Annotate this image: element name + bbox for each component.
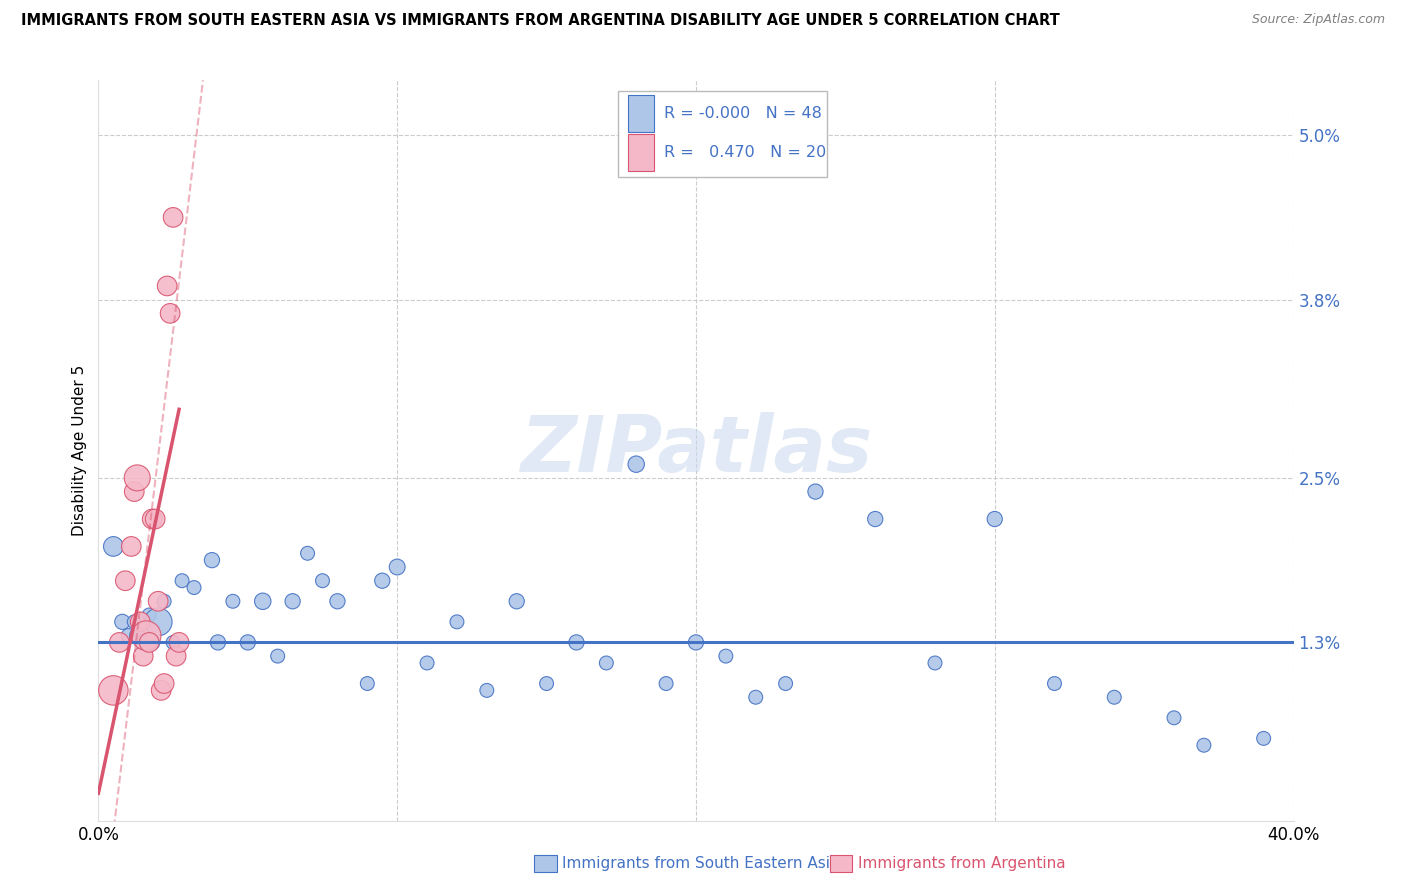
- Point: [148, 615, 170, 629]
- Point: [129, 615, 152, 629]
- FancyBboxPatch shape: [628, 135, 654, 171]
- Point: [536, 676, 558, 690]
- Point: [132, 649, 155, 664]
- Point: [385, 560, 409, 574]
- Point: [138, 607, 160, 622]
- Point: [148, 594, 170, 608]
- Point: [156, 279, 179, 293]
- Point: [183, 581, 205, 595]
- Point: [141, 512, 163, 526]
- Point: [1192, 738, 1215, 752]
- Point: [356, 676, 378, 690]
- Point: [626, 457, 648, 471]
- Text: R = -0.000   N = 48: R = -0.000 N = 48: [664, 106, 821, 121]
- Point: [297, 546, 319, 560]
- Text: Immigrants from Argentina: Immigrants from Argentina: [858, 856, 1066, 871]
- Point: [124, 484, 146, 499]
- Point: [745, 690, 768, 705]
- Point: [114, 574, 136, 588]
- Point: [165, 649, 187, 664]
- Point: [138, 635, 160, 649]
- Point: [1253, 731, 1275, 746]
- Point: [311, 574, 333, 588]
- Point: [252, 594, 274, 608]
- Point: [132, 635, 155, 649]
- Point: [326, 594, 349, 608]
- Point: [103, 683, 125, 698]
- Point: [201, 553, 224, 567]
- Point: [153, 594, 176, 608]
- Text: Immigrants from South Eastern Asia: Immigrants from South Eastern Asia: [562, 856, 839, 871]
- Point: [236, 635, 259, 649]
- Point: [207, 635, 229, 649]
- Point: [103, 540, 125, 554]
- Point: [141, 635, 163, 649]
- Point: [162, 211, 184, 225]
- Point: [150, 683, 173, 698]
- Point: [371, 574, 394, 588]
- Point: [475, 683, 498, 698]
- Point: [159, 306, 181, 320]
- Point: [135, 628, 157, 642]
- Text: R =   0.470   N = 20: R = 0.470 N = 20: [664, 145, 825, 161]
- Point: [124, 615, 146, 629]
- Point: [127, 628, 149, 642]
- Point: [153, 676, 176, 690]
- Point: [111, 615, 134, 629]
- Point: [865, 512, 887, 526]
- Point: [446, 615, 468, 629]
- Point: [167, 635, 190, 649]
- Point: [222, 594, 245, 608]
- Point: [804, 484, 827, 499]
- Point: [775, 676, 797, 690]
- Point: [127, 471, 149, 485]
- Point: [416, 656, 439, 670]
- Point: [267, 649, 290, 664]
- Point: [281, 594, 304, 608]
- Point: [506, 594, 529, 608]
- Point: [565, 635, 588, 649]
- Point: [172, 574, 194, 588]
- Point: [685, 635, 707, 649]
- Point: [1163, 711, 1185, 725]
- Text: Source: ZipAtlas.com: Source: ZipAtlas.com: [1251, 13, 1385, 27]
- FancyBboxPatch shape: [628, 95, 654, 132]
- Point: [1104, 690, 1126, 705]
- Point: [117, 628, 139, 642]
- Point: [143, 512, 166, 526]
- Text: IMMIGRANTS FROM SOUTH EASTERN ASIA VS IMMIGRANTS FROM ARGENTINA DISABILITY AGE U: IMMIGRANTS FROM SOUTH EASTERN ASIA VS IM…: [21, 13, 1060, 29]
- Point: [714, 649, 737, 664]
- Point: [655, 676, 678, 690]
- Text: ZIPatlas: ZIPatlas: [520, 412, 872, 489]
- Point: [162, 635, 184, 649]
- Y-axis label: Disability Age Under 5: Disability Age Under 5: [72, 365, 87, 536]
- Point: [1043, 676, 1066, 690]
- FancyBboxPatch shape: [619, 91, 827, 177]
- Point: [924, 656, 946, 670]
- Point: [595, 656, 617, 670]
- Point: [120, 540, 142, 554]
- Point: [108, 635, 131, 649]
- Point: [984, 512, 1007, 526]
